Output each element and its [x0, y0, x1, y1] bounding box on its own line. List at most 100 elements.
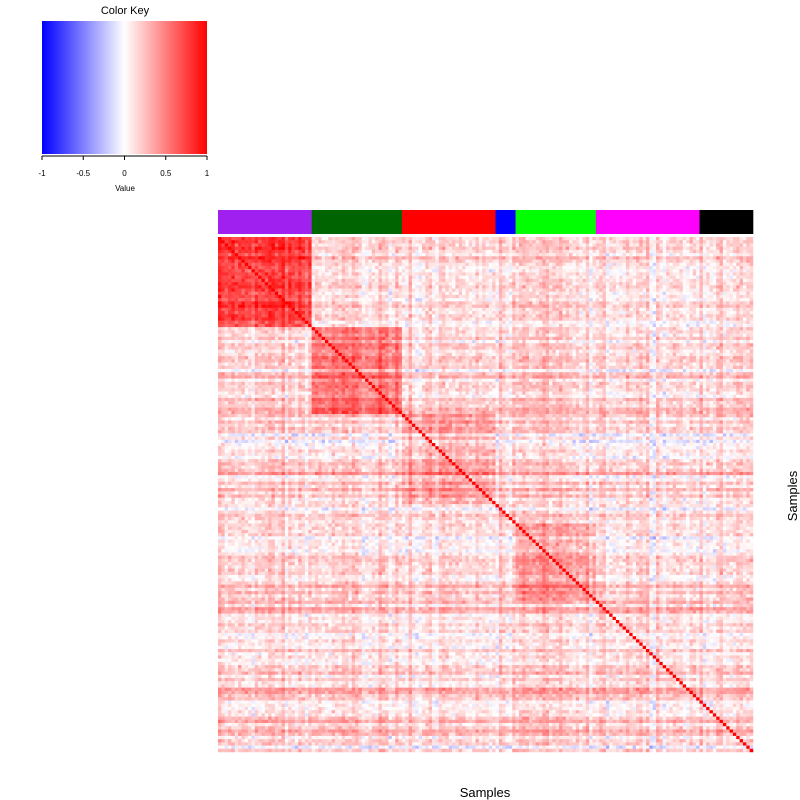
heatmap-cell — [268, 247, 272, 250]
heatmap-cell — [619, 250, 623, 253]
heatmap-cell — [519, 243, 523, 246]
heatmap-cell — [402, 240, 406, 243]
heatmap-cell — [636, 250, 640, 253]
heatmap-cell — [733, 272, 737, 275]
heatmap-cell — [302, 247, 306, 250]
heatmap-cell — [639, 253, 643, 256]
heatmap-cell — [586, 276, 590, 279]
heatmap-cell — [743, 266, 747, 269]
heatmap-cell — [706, 269, 710, 272]
heatmap-cell — [419, 247, 423, 250]
heatmap-cell — [455, 269, 459, 272]
heatmap-cell — [305, 263, 309, 266]
heatmap-cell — [589, 276, 593, 279]
heatmap-cell — [552, 269, 556, 272]
heatmap-cell — [616, 276, 620, 279]
heatmap-cell — [593, 243, 597, 246]
heatmap-cell — [576, 256, 580, 259]
heatmap-cell — [626, 253, 630, 256]
heatmap-cell — [679, 253, 683, 256]
heatmap-cell — [489, 266, 493, 269]
heatmap-cell — [389, 272, 393, 275]
heatmap-cell — [689, 247, 693, 250]
heatmap-cell — [582, 237, 586, 240]
heatmap-cell — [629, 243, 633, 246]
heatmap-cell — [562, 240, 566, 243]
heatmap-cell — [405, 263, 409, 266]
heatmap-cell — [679, 247, 683, 250]
heatmap-cell — [348, 276, 352, 279]
heatmap-cell — [572, 276, 576, 279]
heatmap-cell — [352, 240, 356, 243]
heatmap-cell — [218, 276, 222, 279]
heatmap-cell — [546, 260, 550, 263]
heatmap-cell — [231, 266, 235, 269]
heatmap-cell — [663, 263, 667, 266]
heatmap-cell — [285, 263, 289, 266]
heatmap-cell — [556, 272, 560, 275]
heatmap-cell — [502, 237, 506, 240]
heatmap-cell — [586, 237, 590, 240]
heatmap-cell — [723, 266, 727, 269]
heatmap-cell — [332, 243, 336, 246]
heatmap-cell — [626, 256, 630, 259]
heatmap-cell — [355, 276, 359, 279]
heatmap-cell — [425, 240, 429, 243]
heatmap-cell — [358, 272, 362, 275]
heatmap-cell — [649, 266, 653, 269]
heatmap-cell — [332, 256, 336, 259]
heatmap-cell — [282, 260, 286, 263]
heatmap-cell — [395, 237, 399, 240]
heatmap-cell — [218, 272, 222, 275]
heatmap-cell — [710, 263, 714, 266]
heatmap-cell — [526, 240, 530, 243]
heatmap-cell — [218, 237, 222, 240]
heatmap-cell — [489, 269, 493, 272]
heatmap-cell — [375, 240, 379, 243]
heatmap-cell — [382, 260, 386, 263]
heatmap-cell — [409, 276, 413, 279]
heatmap-cell — [452, 240, 456, 243]
heatmap-cell — [392, 253, 396, 256]
heatmap-cell — [328, 269, 332, 272]
heatmap-cell — [308, 266, 312, 269]
heatmap-cell — [362, 247, 366, 250]
heatmap-cell — [716, 247, 720, 250]
heatmap-cell — [231, 272, 235, 275]
heatmap-cell — [482, 272, 486, 275]
heatmap-cell — [569, 269, 573, 272]
heatmap-cell — [582, 276, 586, 279]
heatmap-cell — [586, 243, 590, 246]
heatmap-cell — [706, 240, 710, 243]
heatmap-cell — [663, 250, 667, 253]
heatmap-cell — [225, 243, 229, 246]
heatmap-cell — [636, 240, 640, 243]
heatmap-cell — [255, 266, 259, 269]
heatmap-cell — [616, 256, 620, 259]
heatmap-cell — [449, 260, 453, 263]
heatmap-cell — [419, 269, 423, 272]
heatmap-cell — [432, 237, 436, 240]
heatmap-cell — [576, 272, 580, 275]
heatmap-cell — [653, 237, 657, 240]
heatmap-cell — [526, 272, 530, 275]
heatmap-cell — [576, 276, 580, 279]
heatmap-cell — [696, 276, 700, 279]
sample-group-bar — [218, 210, 753, 234]
heatmap-cell — [663, 243, 667, 246]
heatmap-cell — [669, 247, 673, 250]
heatmap-cell — [569, 253, 573, 256]
heatmap-cell — [405, 272, 409, 275]
heatmap-cell — [425, 269, 429, 272]
heatmap-cell — [399, 243, 403, 246]
heatmap-cell — [726, 237, 730, 240]
heatmap-cell — [479, 237, 483, 240]
heatmap-cell — [506, 240, 510, 243]
heatmap-cell — [596, 253, 600, 256]
heatmap-cell — [255, 269, 259, 272]
heatmap-cell — [679, 250, 683, 253]
heatmap-cell — [566, 272, 570, 275]
heatmap-cell — [636, 256, 640, 259]
heatmap-cell — [412, 263, 416, 266]
heatmap-cell — [412, 247, 416, 250]
